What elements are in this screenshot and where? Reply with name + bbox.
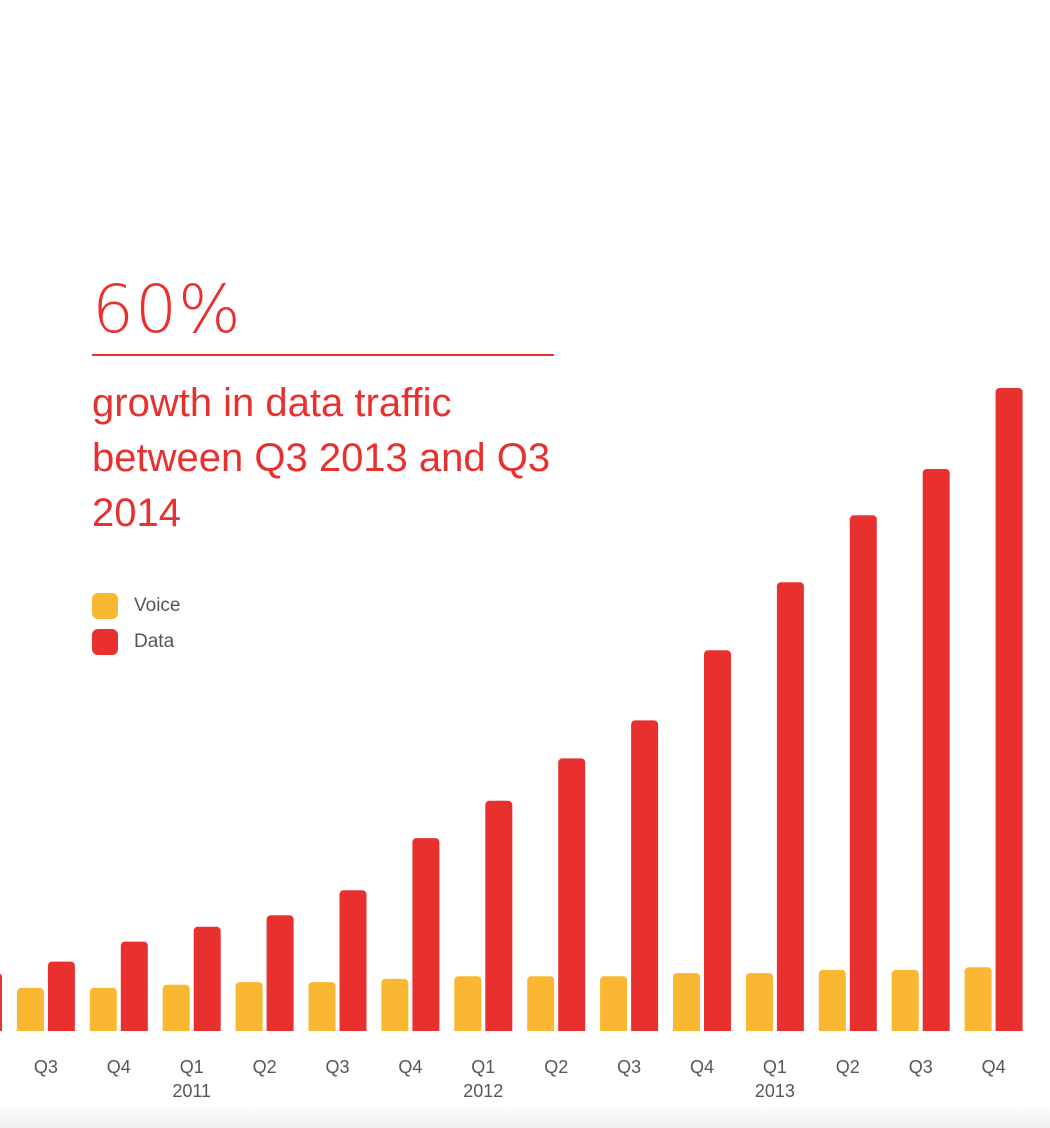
bar-voice-2 xyxy=(89,987,117,1035)
bar-voice-13 xyxy=(891,969,919,1035)
legend-label-data: Data xyxy=(134,631,175,652)
x-year-label-7: 2012 xyxy=(463,1081,503,1101)
legend-swatch-data xyxy=(92,629,118,655)
headline-rule xyxy=(92,354,554,356)
x-tick-label-8: Q2 xyxy=(544,1057,568,1077)
x-tick-label-12: Q2 xyxy=(836,1057,860,1077)
x-year-label-11: 2013 xyxy=(755,1081,795,1101)
bar-voice-8 xyxy=(527,976,555,1035)
bar-voice-9 xyxy=(600,976,628,1035)
x-tick-label-11: Q1 xyxy=(763,1057,787,1077)
bar-data-13 xyxy=(922,469,950,1035)
bar-data-11 xyxy=(776,582,804,1035)
legend-label-voice: Voice xyxy=(134,595,181,616)
bar-voice-11 xyxy=(745,973,773,1035)
bar-voice-6 xyxy=(381,978,409,1035)
bar-voice-5 xyxy=(308,982,336,1035)
bar-data-1 xyxy=(47,961,75,1035)
legend-item-voice: Voice xyxy=(92,588,180,624)
bar-data-9 xyxy=(631,720,659,1035)
bar-data-12 xyxy=(849,515,877,1035)
x-tick-label-10: Q4 xyxy=(690,1057,714,1077)
bar-data-10 xyxy=(704,650,731,1035)
bar-voice-1 xyxy=(16,987,44,1035)
headline: 60% growth in data traffic between Q3 20… xyxy=(92,272,562,541)
bar-data-6 xyxy=(412,838,440,1035)
x-tick-label-1: Q3 xyxy=(34,1057,58,1077)
bar-voice-12 xyxy=(818,969,846,1035)
x-year-label-3: 2011 xyxy=(172,1081,211,1101)
bar-voice-3 xyxy=(162,984,190,1035)
x-tick-label-13: Q3 xyxy=(909,1057,933,1077)
bar-data-4 xyxy=(266,915,294,1035)
x-tick-label-9: Q3 xyxy=(617,1057,641,1077)
headline-stat: 60% xyxy=(92,271,242,348)
legend: Voice Data xyxy=(92,588,180,660)
bar-data-0 xyxy=(0,973,2,1035)
bar-data-7 xyxy=(485,800,513,1035)
x-tick-label-7: Q1 xyxy=(471,1057,495,1077)
bar-voice-4 xyxy=(235,982,263,1035)
baseline-mask xyxy=(0,1031,1050,1039)
bar-data-2 xyxy=(120,941,148,1035)
legend-swatch-voice xyxy=(92,593,118,619)
x-tick-label-3: Q1 xyxy=(180,1057,204,1077)
x-tick-label-5: Q3 xyxy=(325,1057,349,1077)
x-axis-ticks: Q2Q3Q4Q12011Q2Q3Q4Q12012Q2Q3Q4Q12013Q2Q3… xyxy=(34,1057,1006,1101)
bar-data-8 xyxy=(558,758,586,1035)
headline-text: growth in data traffic between Q3 2013 a… xyxy=(92,381,551,535)
bar-voice-14 xyxy=(964,967,992,1035)
legend-item-data: Data xyxy=(92,624,180,660)
bar-voice-7 xyxy=(454,976,482,1035)
bar-data-14 xyxy=(995,388,1023,1035)
bar-voice-10 xyxy=(673,973,700,1035)
x-tick-label-6: Q4 xyxy=(398,1057,422,1077)
bars xyxy=(0,388,1050,1039)
bar-data-3 xyxy=(193,926,221,1035)
x-tick-label-4: Q2 xyxy=(253,1057,277,1077)
x-tick-label-14: Q4 xyxy=(982,1057,1006,1077)
bar-data-5 xyxy=(339,890,367,1035)
bottom-shadow xyxy=(0,1104,1050,1128)
x-tick-label-2: Q4 xyxy=(107,1057,131,1077)
